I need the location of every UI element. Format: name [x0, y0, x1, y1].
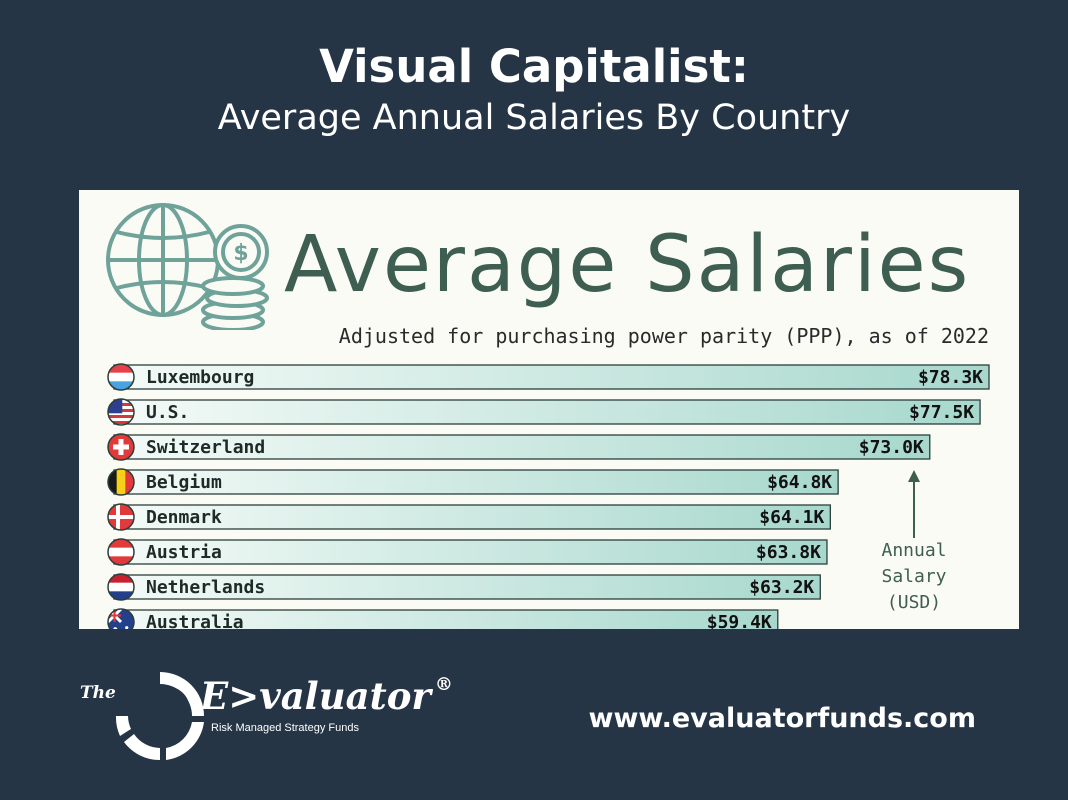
category-label: Switzerland: [146, 437, 265, 458]
value-label: $64.1K: [759, 507, 824, 528]
chart-subtitle: Adjusted for purchasing power parity (PP…: [338, 324, 989, 348]
logo-registered: ®: [434, 674, 453, 695]
page-subtitle: Average Annual Salaries By Country: [217, 98, 851, 138]
annotation-arrow: [908, 470, 920, 538]
svg-text:$: $: [233, 241, 248, 266]
bar-austria: [113, 539, 828, 565]
logo-name: E>valuator: [200, 674, 431, 718]
logo-tagline: Risk Managed Strategy Funds: [211, 722, 359, 734]
value-label: $64.8K: [767, 472, 832, 493]
page-title: Visual Capitalist:: [319, 40, 749, 93]
category-label: U.S.: [146, 402, 189, 423]
luxembourg-flag-icon: [107, 363, 135, 391]
value-axis-annotation: Annual Salary (USD): [849, 538, 979, 616]
bar-switzerland: [113, 434, 931, 460]
website-link[interactable]: www.evaluatorfunds.com: [588, 703, 977, 734]
value-label: $78.3K: [918, 367, 983, 388]
logo-the: The: [80, 683, 116, 703]
value-label: $77.5K: [909, 402, 974, 423]
category-label: Australia: [146, 612, 244, 629]
category-label: Luxembourg: [146, 367, 254, 388]
annotation-line2: Salary (USD): [881, 566, 947, 613]
bar-netherlands: [113, 574, 821, 600]
category-label: Austria: [146, 542, 222, 563]
bars-group: Luxembourg $78.3K U.S. $77.5K Switzerland $73…: [107, 363, 990, 629]
value-label: $59.4K: [707, 612, 772, 629]
value-label: $63.2K: [749, 577, 814, 598]
chart-title: Average Salaries: [284, 220, 971, 310]
annotation-line1: Annual: [881, 540, 947, 561]
belgium-flag-icon: [107, 468, 135, 496]
bar-luxembourg: [113, 364, 990, 390]
globe-coins-icon: $: [106, 203, 269, 330]
value-label: $63.8K: [756, 542, 821, 563]
austria-flag-icon: [107, 538, 135, 566]
bar-belgium: [113, 469, 839, 495]
u-s-flag-icon: [107, 398, 135, 426]
infographic-panel: $ Average Salaries Adjusted for purchasi…: [79, 190, 1019, 629]
bar-chart: Luxembourg $78.3K U.S. $77.5K Switzerland $73…: [107, 363, 990, 629]
logo-wordmark: E>valuator ®: [200, 674, 453, 718]
value-label: $73.0K: [859, 437, 924, 458]
bar-denmark: [113, 504, 831, 530]
denmark-flag-icon: [107, 503, 135, 531]
switzerland-flag-icon: [107, 433, 135, 461]
category-label: Belgium: [146, 472, 222, 493]
netherlands-flag-icon: [107, 573, 135, 601]
logo-emblem-icon: [115, 672, 204, 761]
bar-u-s: [113, 399, 981, 425]
category-label: Denmark: [146, 507, 222, 528]
evaluator-logo: The E>valuator ® Risk Managed Strategy Fu…: [80, 666, 453, 766]
australia-flag-icon: [107, 608, 135, 629]
category-label: Netherlands: [146, 577, 265, 598]
